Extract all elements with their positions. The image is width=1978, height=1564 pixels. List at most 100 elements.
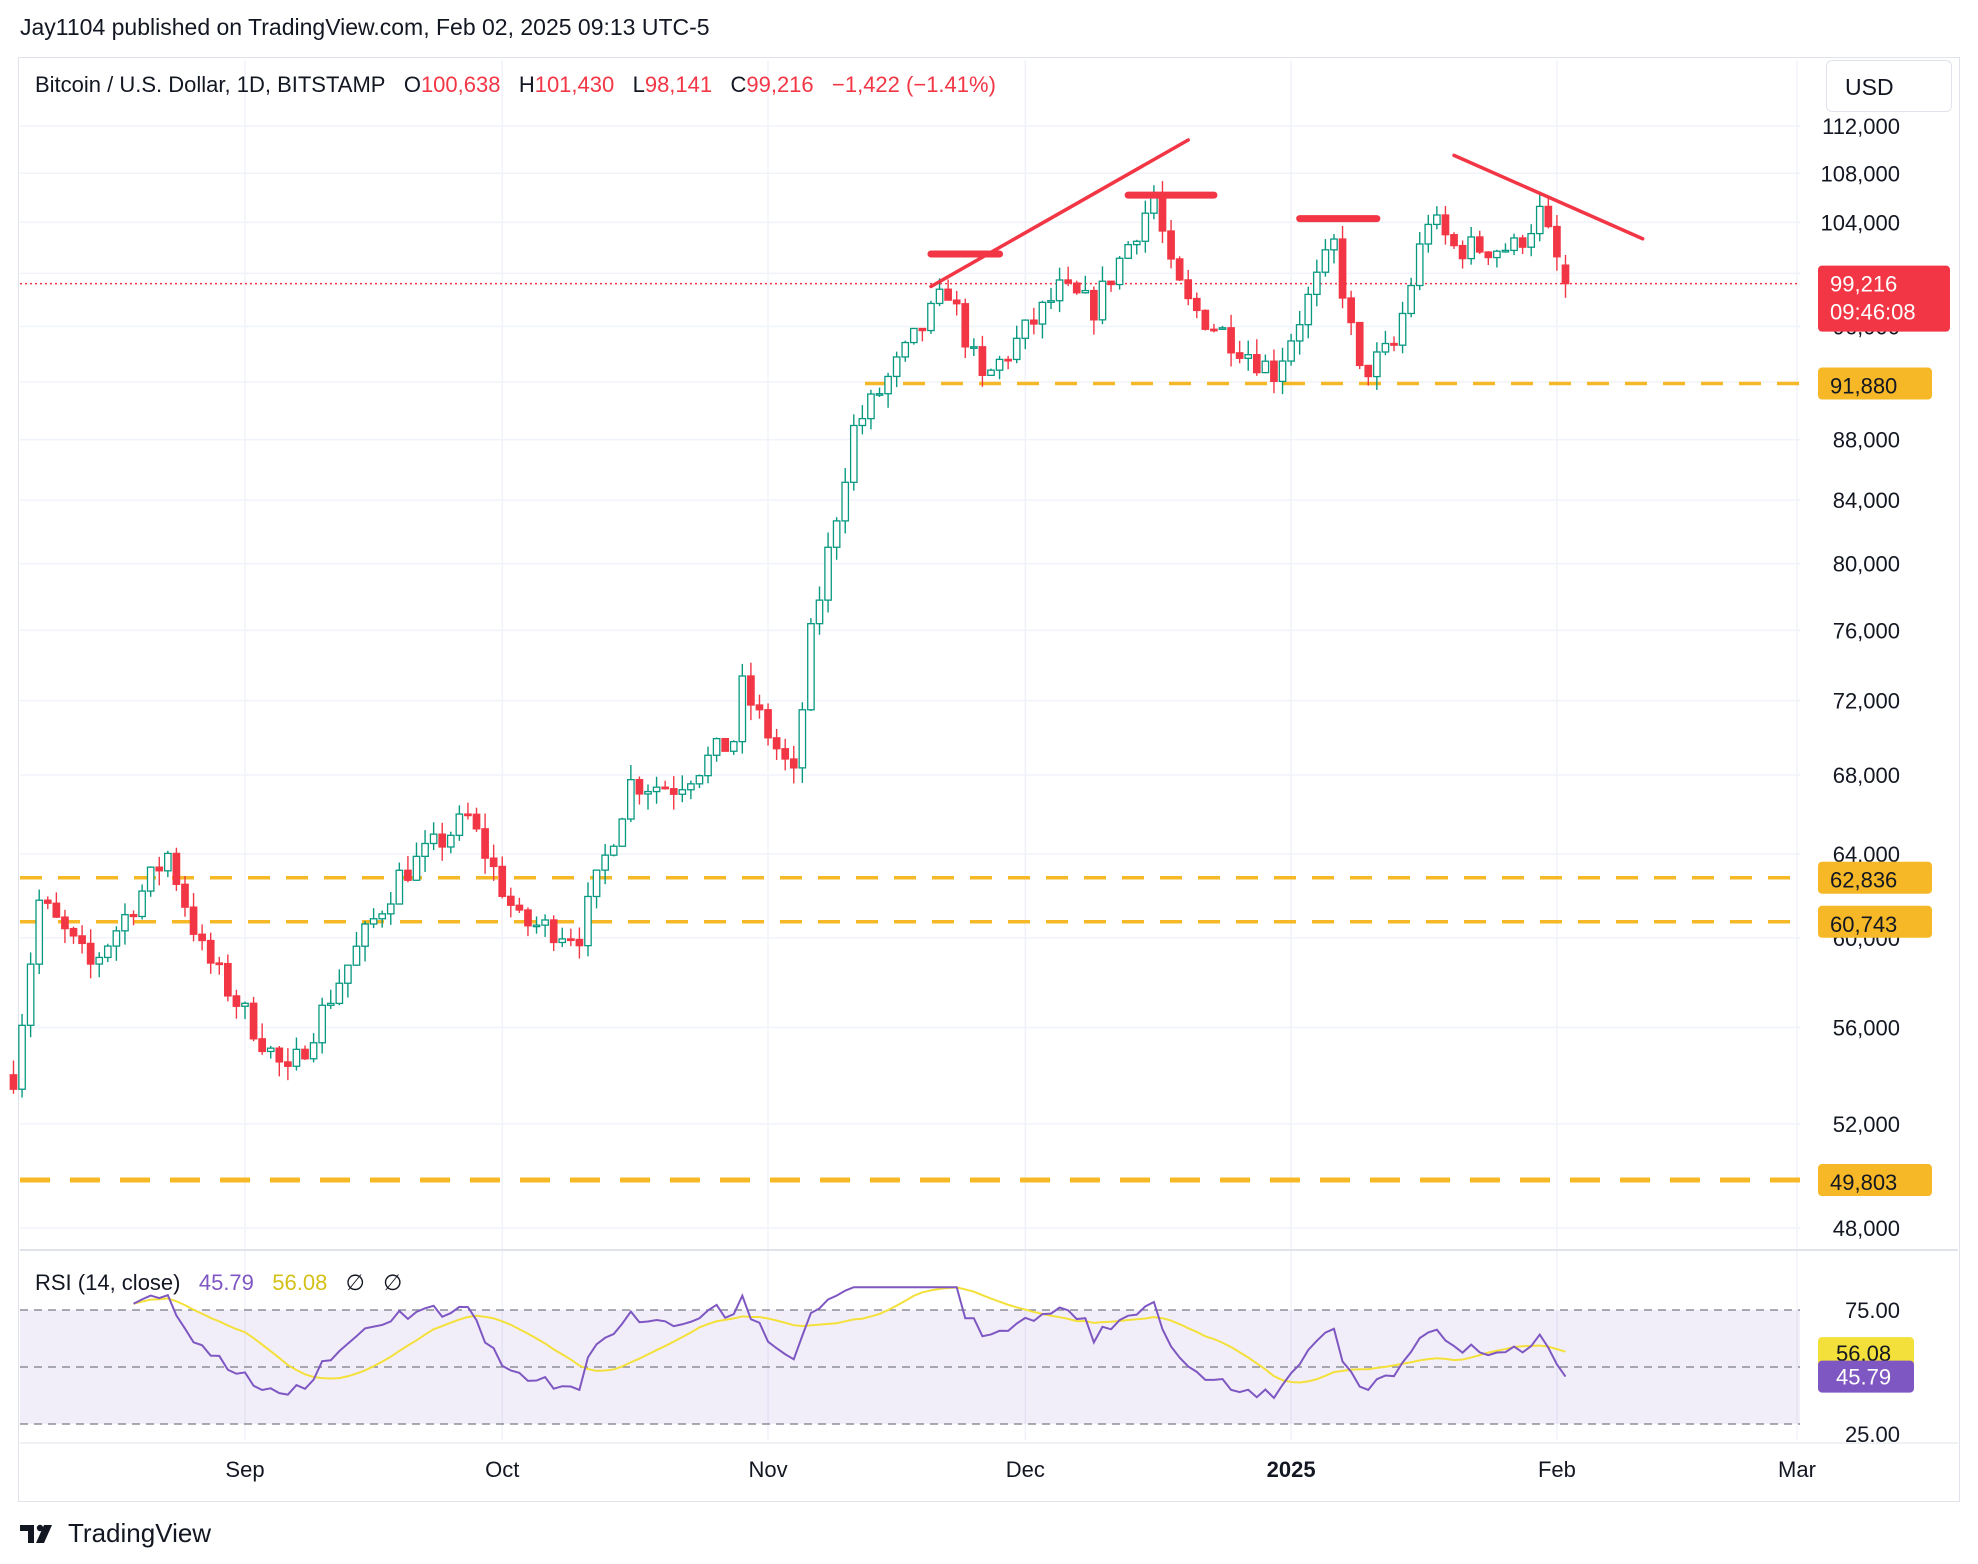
candle-down <box>9 1074 18 1090</box>
candle-down <box>952 299 961 305</box>
candle-down <box>284 1061 292 1067</box>
candle-down <box>258 1038 266 1053</box>
price-tick-label: 72,000 <box>1833 689 1900 714</box>
time-tick-label: Dec <box>1006 1457 1045 1482</box>
level-price-badge-text: 60,743 <box>1830 912 1897 937</box>
candle-up <box>1287 340 1295 362</box>
candle-up <box>18 1024 26 1090</box>
candle-down <box>1484 251 1493 259</box>
rsi-tick-label: 75.00 <box>1845 1298 1900 1323</box>
candle-up <box>1098 280 1107 321</box>
candle-down <box>43 899 52 904</box>
hide-icon[interactable]: ∅ <box>345 1270 365 1295</box>
candle-down <box>215 962 224 966</box>
candle-up <box>103 945 112 959</box>
candle-up <box>601 854 609 871</box>
candle-up <box>309 1042 318 1060</box>
candle-up <box>138 890 146 918</box>
level-price-badge <box>1818 861 1932 894</box>
candle-down <box>1553 225 1561 258</box>
rsi-value: 45.79 <box>198 1270 254 1295</box>
candle-up <box>1115 257 1124 286</box>
candle-up <box>592 869 601 898</box>
candle-down <box>61 916 69 930</box>
grid <box>20 60 1958 1444</box>
low-label: L <box>632 72 645 97</box>
candle-down <box>669 788 678 795</box>
candle-up <box>1415 243 1424 287</box>
candle-down <box>1090 289 1098 321</box>
candle-up <box>849 424 858 483</box>
chart-frame <box>18 57 1960 1502</box>
time-axis[interactable]: Sep Oct Nov Dec 2025 Feb Mar <box>225 1457 1816 1482</box>
candle-up <box>1381 342 1390 353</box>
candle-up <box>995 358 1004 371</box>
candle-up <box>1218 327 1227 330</box>
candle-up <box>1012 337 1021 361</box>
candle-down <box>404 869 412 881</box>
time-tick-label: Mar <box>1778 1457 1816 1482</box>
symbol-title: Bitcoin / U.S. Dollar, 1D, BITSTAMP <box>35 72 386 97</box>
candle-up <box>1433 214 1441 226</box>
footer-brand[interactable]: TradingView <box>20 1518 211 1549</box>
candle-up <box>1321 249 1330 273</box>
rsi-title: RSI (14, close) <box>35 1270 181 1295</box>
candle-down <box>1210 328 1218 332</box>
candle-down <box>1158 195 1167 232</box>
level-price-badge-text: 91,880 <box>1830 374 1897 399</box>
candle-up <box>335 982 344 1005</box>
level-price-badge-text: 62,836 <box>1830 868 1897 893</box>
candle-up <box>1510 237 1518 252</box>
candle-up <box>1021 319 1030 339</box>
candle-up <box>798 709 807 769</box>
candle-down <box>506 895 515 906</box>
rsi-badge <box>1818 1360 1914 1393</box>
candle-up <box>841 481 850 522</box>
candle-up <box>1398 312 1407 346</box>
candle-down <box>781 748 790 760</box>
candle-up <box>1055 279 1064 302</box>
candle-up <box>1493 250 1501 259</box>
candle-down <box>69 927 78 937</box>
candle-down <box>1518 237 1527 248</box>
candle-up <box>429 833 438 845</box>
candle-down <box>301 1048 309 1060</box>
candle-up <box>455 813 464 836</box>
candle-down <box>498 865 507 897</box>
candle-down <box>515 904 524 911</box>
symbol-legend[interactable]: Bitcoin / U.S. Dollar, 1D, BITSTAMP O100… <box>35 72 996 98</box>
candle-down <box>524 909 532 927</box>
candle-up <box>35 899 44 965</box>
candles <box>9 181 1570 1098</box>
candle-down <box>635 779 644 795</box>
candle-down <box>1347 297 1355 324</box>
candle-up <box>395 869 404 905</box>
trendline-annotation <box>1452 153 1645 241</box>
candle-up <box>729 740 738 752</box>
hide-icon-2[interactable]: ∅ <box>383 1270 403 1295</box>
level-price-badge <box>1818 1164 1932 1197</box>
candle-down <box>549 919 558 944</box>
rsi-legend[interactable]: RSI (14, close) 45.79 56.08 ∅ ∅ <box>35 1270 402 1296</box>
price-tick-label: 52,000 <box>1833 1112 1900 1137</box>
candle-up <box>901 341 910 358</box>
candle-up <box>927 302 935 332</box>
price-badges: 99,216 09:46:08 91,880 62,836 60,743 49,803 <box>1818 265 1950 1197</box>
candle-up <box>1501 249 1510 253</box>
candle-down <box>1390 342 1398 346</box>
candle-up <box>1261 360 1270 374</box>
candle-down <box>1270 360 1278 383</box>
candle-down <box>1167 230 1175 260</box>
candle-down <box>489 857 498 868</box>
brand-name: TradingView <box>68 1518 212 1548</box>
candle-up <box>695 775 704 785</box>
trendline-annotation <box>929 138 1190 289</box>
price-tick-label: 108,000 <box>1820 161 1900 186</box>
candle-down <box>1450 234 1458 247</box>
candle-down <box>978 346 987 376</box>
candle-up <box>584 895 592 947</box>
candle-up <box>969 346 978 349</box>
currency-button[interactable]: USD <box>1826 60 1952 112</box>
candle-up <box>1244 354 1253 359</box>
